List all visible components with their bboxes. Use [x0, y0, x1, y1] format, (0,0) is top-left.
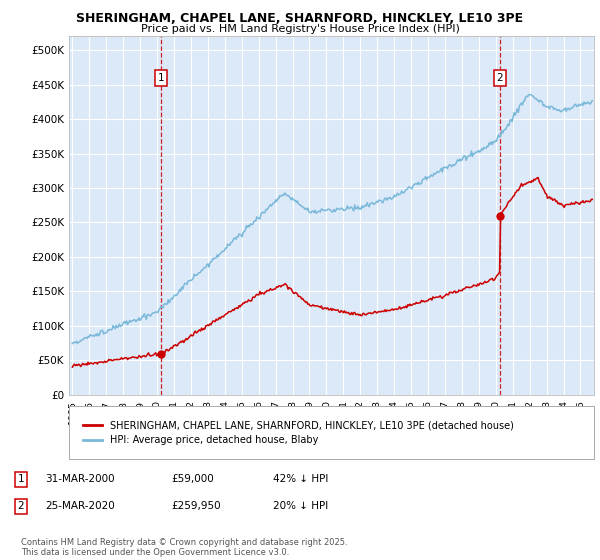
Text: 2: 2 — [17, 501, 25, 511]
Text: £259,950: £259,950 — [171, 501, 221, 511]
Text: 2: 2 — [497, 73, 503, 83]
Text: 20% ↓ HPI: 20% ↓ HPI — [273, 501, 328, 511]
Text: SHERINGHAM, CHAPEL LANE, SHARNFORD, HINCKLEY, LE10 3PE: SHERINGHAM, CHAPEL LANE, SHARNFORD, HINC… — [76, 12, 524, 25]
Text: 1: 1 — [17, 474, 25, 484]
Text: Price paid vs. HM Land Registry's House Price Index (HPI): Price paid vs. HM Land Registry's House … — [140, 24, 460, 34]
Text: Contains HM Land Registry data © Crown copyright and database right 2025.
This d: Contains HM Land Registry data © Crown c… — [21, 538, 347, 557]
Text: 31-MAR-2000: 31-MAR-2000 — [45, 474, 115, 484]
Text: 25-MAR-2020: 25-MAR-2020 — [45, 501, 115, 511]
Text: 42% ↓ HPI: 42% ↓ HPI — [273, 474, 328, 484]
Legend: SHERINGHAM, CHAPEL LANE, SHARNFORD, HINCKLEY, LE10 3PE (detached house), HPI: Av: SHERINGHAM, CHAPEL LANE, SHARNFORD, HINC… — [79, 416, 518, 449]
Text: 1: 1 — [158, 73, 164, 83]
Text: £59,000: £59,000 — [171, 474, 214, 484]
